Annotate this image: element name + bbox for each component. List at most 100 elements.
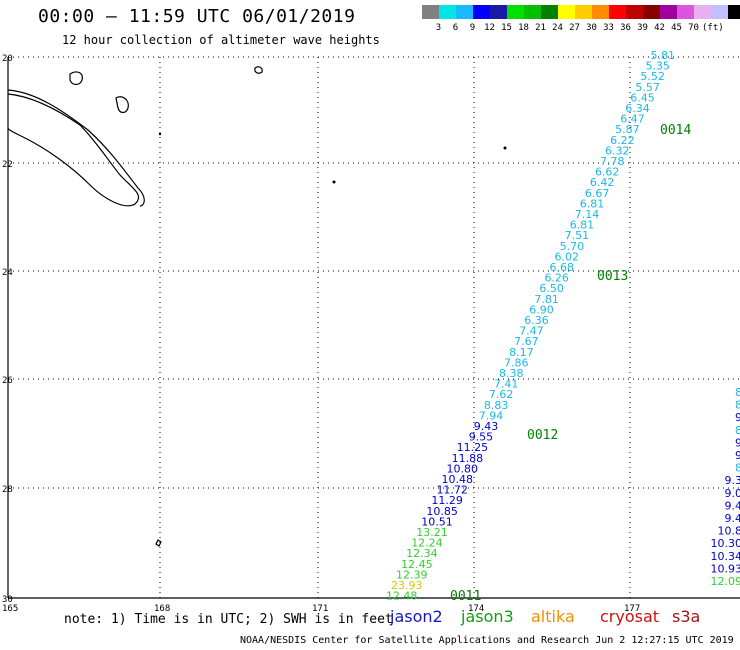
wave-height-value: 8	[735, 386, 740, 399]
wave-height-value: 6.26	[544, 272, 569, 285]
pass-time-label: 0013	[597, 269, 628, 284]
legend-swatch	[558, 5, 575, 19]
legend-label: 42	[654, 23, 665, 33]
wave-height-value: 6.22	[610, 134, 635, 147]
wave-height-value: 5.35	[645, 60, 670, 73]
satellite-label-jason3: jason3	[461, 607, 514, 626]
wave-height-value: 6.90	[529, 303, 554, 316]
coastline-loyalty-island	[115, 96, 129, 114]
wave-height-value: 9.4	[725, 512, 740, 525]
pass-time-label: 0012	[527, 428, 558, 443]
legend-label: 27	[569, 23, 580, 33]
legend-swatch	[422, 5, 439, 19]
wave-height-value: 5.81	[651, 49, 676, 62]
satellite-label-jason2: jason2	[390, 607, 443, 626]
coastline-reef-spot	[155, 539, 162, 547]
wave-height-value: 7.81	[534, 293, 559, 306]
wave-height-value: 6.81	[580, 197, 605, 210]
wave-height-value: 7.47	[519, 325, 544, 338]
coastline	[7, 66, 263, 547]
wave-height-value: 7.41	[494, 378, 519, 391]
satellite-label-altika: altika	[531, 607, 575, 626]
legend-swatch	[711, 5, 728, 19]
wave-height-value: 8.38	[499, 367, 524, 380]
wave-height-value: 6.02	[555, 250, 580, 263]
legend-swatch	[439, 5, 456, 19]
legend-label: 6	[452, 23, 459, 33]
islet	[503, 146, 507, 150]
wave-height-value: 8.83	[484, 399, 509, 412]
wave-height-value: 7.67	[514, 335, 539, 348]
wave-height-value: 7.14	[575, 208, 600, 221]
wave-height-value: 5.57	[635, 81, 660, 94]
legend-swatch	[507, 5, 524, 19]
lon-tick-label: 174	[468, 604, 484, 614]
coastline-small-island	[254, 66, 263, 74]
wave-height-value: 12.09	[711, 575, 740, 588]
satellite-label-s3a: s3a	[672, 607, 701, 626]
page-subtitle: 12 hour collection of altimeter wave hei…	[62, 33, 380, 47]
coastline-reef	[7, 89, 145, 207]
legend-label: 36	[620, 23, 631, 33]
wave-height-value: 12.34	[406, 547, 438, 560]
wave-height-value: 10.34	[711, 550, 740, 563]
pass-time-label: 0011	[450, 589, 481, 604]
wave-height-value: 5.70	[560, 240, 585, 253]
wave-height-value: 9.43	[474, 420, 499, 433]
wave-height-value: 5.52	[640, 70, 665, 83]
legend-label: 30	[586, 23, 597, 33]
wave-height-value: 12.45	[401, 558, 433, 571]
wave-height-value: 9	[735, 436, 740, 449]
wave-height-value: 7.86	[504, 356, 529, 369]
note-text: note: 1) Time is in UTC; 2) SWH is in fe…	[64, 612, 393, 627]
wave-height-value: 23.93	[391, 579, 423, 592]
legend-label: 39	[637, 23, 648, 33]
legend-label: 24	[552, 23, 563, 33]
wave-height-value: 10.85	[426, 505, 458, 518]
wave-height-value: 7.62	[489, 388, 514, 401]
wave-height-value: 6.36	[524, 314, 549, 327]
wave-height-value: 6.42	[590, 176, 615, 189]
wave-height-value: 8	[735, 399, 740, 412]
wave-height-value: 8.17	[509, 346, 534, 359]
pass-time-label: 0014	[660, 123, 691, 138]
islet	[158, 132, 162, 136]
legend-swatch	[660, 5, 677, 19]
lon-tick-label: 171	[312, 604, 328, 614]
lat-lon-grid	[7, 56, 740, 599]
legend-swatch	[592, 5, 609, 19]
legend-swatch	[643, 5, 660, 19]
legend-label: 33	[603, 23, 614, 33]
wave-height-value: 7.78	[600, 155, 625, 168]
wave-height-value: 12.48	[386, 590, 418, 603]
coastline-main-island	[7, 93, 140, 207]
lon-tick-label: 168	[154, 604, 170, 614]
wave-height-value: 6.81	[570, 219, 595, 232]
wave-height-value: 11.25	[457, 441, 489, 454]
wave-height-value: 12.24	[411, 537, 443, 550]
lat-tick-label: 26	[2, 376, 13, 386]
wave-height-value: 6.32	[605, 144, 630, 157]
coastline-islet-north	[69, 71, 83, 86]
wave-height-value: 12.39	[396, 568, 428, 581]
wave-height-value: 10.51	[421, 515, 453, 528]
wave-height-value: 6.68	[550, 261, 575, 274]
lon-tick-label: 165	[2, 604, 18, 614]
legend-swatch	[456, 5, 473, 19]
wave-height-value: 11.88	[452, 452, 484, 465]
wave-height-value: 8	[735, 462, 740, 475]
wave-height-value: 7.51	[565, 229, 590, 242]
legend-label: 9	[469, 23, 476, 33]
wave-height-value: 10.30	[711, 537, 740, 550]
small-islets	[158, 132, 507, 184]
wave-height-value: 13.21	[416, 526, 448, 539]
legend-label: (ft)	[702, 23, 724, 33]
wave-height-value: 10.80	[447, 462, 479, 475]
wave-height-value: 8	[735, 424, 740, 437]
legend-label: 45	[671, 23, 682, 33]
wave-height-value: 6.62	[595, 166, 620, 179]
legend-label: 21	[535, 23, 546, 33]
wave-height-value: 11.72	[436, 484, 468, 497]
wave-height-value: 9.55	[469, 431, 494, 444]
